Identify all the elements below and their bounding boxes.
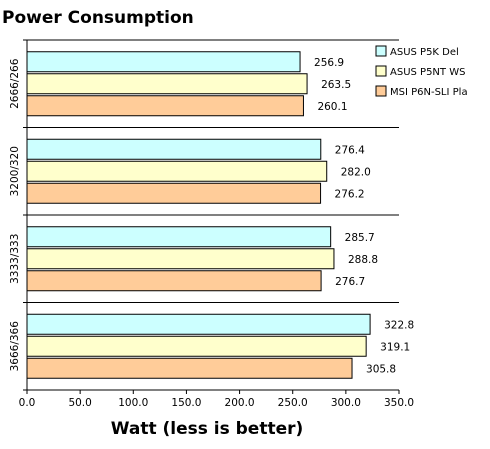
data-label: 305.8 [366, 363, 396, 375]
bar [26, 51, 301, 73]
data-label: 282.0 [341, 166, 371, 178]
data-label: 319.1 [380, 341, 410, 353]
legend-label: ASUS P5NT WS [390, 67, 465, 78]
data-label: 322.8 [384, 319, 414, 331]
legend-label: MSI P6N-SLI Pla [390, 87, 468, 98]
data-label: 276.7 [335, 276, 365, 288]
x-tick-label: 300.0 [331, 397, 361, 409]
data-label: 260.1 [317, 101, 347, 113]
data-label: 263.5 [321, 79, 351, 91]
bar [26, 357, 353, 379]
x-tick-label: 100.0 [118, 397, 148, 409]
x-tick-label: 150.0 [171, 397, 201, 409]
category-label: 3200/320 [9, 146, 21, 196]
data-label: 276.4 [335, 144, 365, 156]
bar [26, 160, 328, 182]
bar [26, 95, 304, 117]
bar [26, 270, 322, 292]
category-label: 2666/266 [9, 58, 21, 109]
data-label: 256.9 [314, 57, 344, 69]
bar [26, 248, 335, 270]
chart-title: Power Consumption [2, 8, 194, 28]
category-label: 3333/333 [9, 234, 21, 284]
category-label: 3666/366 [9, 321, 21, 372]
legend-swatch [375, 45, 387, 57]
legend-swatch [375, 65, 387, 77]
bar [26, 138, 322, 160]
x-tick-label: 0.0 [19, 397, 36, 409]
legend-label: ASUS P5K Del [390, 47, 459, 58]
data-label: 285.7 [345, 232, 375, 244]
data-label: 276.2 [335, 188, 365, 200]
bar [26, 182, 322, 204]
data-label: 288.8 [348, 254, 378, 266]
legend-swatch [375, 85, 387, 97]
bar [26, 226, 332, 248]
x-axis-label: Watt (less is better) [111, 419, 304, 439]
bar [26, 73, 308, 95]
bar [26, 313, 371, 335]
x-tick-label: 250.0 [278, 397, 308, 409]
x-tick-label: 350.0 [384, 397, 414, 409]
x-tick-label: 200.0 [225, 397, 255, 409]
bar [26, 335, 367, 357]
x-tick-label: 50.0 [68, 397, 91, 409]
